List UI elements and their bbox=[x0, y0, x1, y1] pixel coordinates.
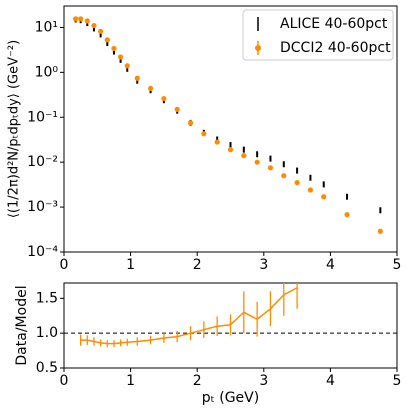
x-axis-label: pₜ (GeV) bbox=[202, 390, 259, 406]
x-tick-label: 5 bbox=[393, 257, 402, 273]
y-tick-label: 10⁻¹ bbox=[27, 109, 58, 125]
plot-frame bbox=[63, 5, 398, 253]
data-point bbox=[73, 16, 79, 22]
data-point bbox=[118, 54, 124, 60]
data-point bbox=[134, 75, 140, 81]
data-point bbox=[201, 131, 207, 137]
x-tick-label: 1 bbox=[126, 257, 135, 273]
data-point bbox=[174, 106, 180, 112]
data-point bbox=[227, 147, 234, 153]
data-point bbox=[92, 25, 95, 32]
y-tick-label: 1.5 bbox=[36, 290, 58, 306]
x-tick-label: 3 bbox=[259, 373, 268, 389]
data-point bbox=[321, 194, 327, 200]
data-point bbox=[119, 56, 122, 63]
y-tick-label: 10⁻² bbox=[27, 154, 58, 170]
y-tick-label: 10¹ bbox=[35, 19, 58, 35]
data-point bbox=[309, 174, 312, 181]
plot-area bbox=[64, 283, 397, 348]
legend-symbol bbox=[255, 45, 261, 51]
data-point bbox=[111, 45, 117, 52]
x-tick-label: 5 bbox=[393, 373, 402, 389]
data-point bbox=[98, 28, 104, 34]
data-point bbox=[281, 173, 287, 179]
y-tick-label: 0.5 bbox=[36, 360, 58, 376]
legend-label: DCCI2 40-60pct bbox=[280, 40, 391, 56]
data-point bbox=[187, 120, 194, 126]
x-tick-label: 4 bbox=[326, 257, 335, 273]
y-tick-label: 10⁻³ bbox=[27, 199, 58, 215]
data-point bbox=[322, 181, 325, 188]
data-point bbox=[254, 159, 260, 165]
data-point bbox=[229, 142, 232, 149]
data-point bbox=[294, 180, 300, 186]
x-tick-label: 1 bbox=[126, 373, 135, 389]
data-point bbox=[379, 207, 382, 214]
data-point bbox=[344, 212, 350, 218]
data-point bbox=[124, 63, 130, 69]
data-point bbox=[267, 165, 274, 171]
x-tick-label: 2 bbox=[193, 373, 202, 389]
data-point bbox=[161, 96, 167, 102]
x-tick-label: 0 bbox=[60, 373, 69, 389]
x-tick-label: 3 bbox=[259, 257, 268, 273]
data-point bbox=[377, 228, 383, 234]
data-point bbox=[307, 187, 314, 193]
data-point bbox=[78, 16, 84, 22]
data-point bbox=[282, 161, 285, 168]
data-point bbox=[84, 18, 90, 24]
data-point bbox=[242, 146, 245, 153]
data-point bbox=[269, 155, 272, 162]
plot-frame bbox=[63, 282, 398, 369]
x-tick-label: 2 bbox=[193, 257, 202, 273]
y-axis-label: ⟨(1/2π)d²N/pₜdpₜdy⟩ (GeV⁻²) bbox=[7, 40, 22, 218]
data-point bbox=[241, 153, 247, 159]
data-point bbox=[216, 136, 219, 143]
x-tick-label: 0 bbox=[60, 257, 69, 273]
legend-frame bbox=[242, 9, 394, 61]
data-point bbox=[112, 48, 115, 55]
ratio-line bbox=[80, 287, 298, 345]
data-point bbox=[106, 40, 109, 47]
x-tick-label: 4 bbox=[326, 373, 335, 389]
data-point bbox=[214, 139, 220, 145]
data-point bbox=[99, 31, 102, 38]
legend-label: ALICE 40-60pct bbox=[280, 16, 388, 32]
data-point bbox=[346, 193, 349, 200]
y-tick-label: 1.0 bbox=[36, 325, 58, 341]
data-point bbox=[296, 167, 299, 174]
data-point bbox=[126, 65, 129, 72]
y-axis-label: Data/Model bbox=[14, 285, 30, 365]
data-point bbox=[104, 37, 110, 43]
data-point bbox=[91, 22, 97, 29]
data-point bbox=[147, 85, 154, 91]
y-tick-label: 10⁰ bbox=[35, 64, 59, 80]
y-tick-label: 10⁻⁴ bbox=[27, 244, 58, 260]
data-point bbox=[256, 151, 259, 158]
